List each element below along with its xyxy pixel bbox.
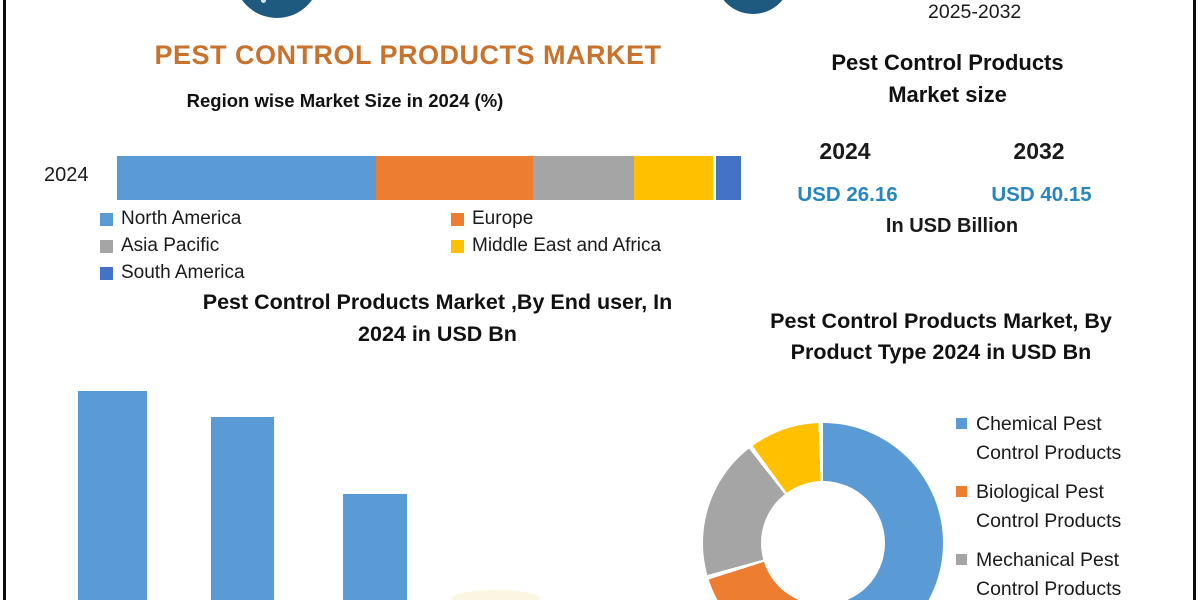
legend-marker-north-america-icon	[100, 212, 113, 226]
legend-marker-middle-east-africa-icon	[451, 239, 464, 253]
legend-item-south-america: South America	[100, 260, 451, 286]
end-user-chart-title-line1: Pest Control Products Market ,By End use…	[202, 290, 673, 314]
market-size-heading-line1: Pest Control Products	[831, 50, 1064, 75]
legend-label: Biological Pest Control Products	[976, 481, 1122, 532]
region-bar-segment-asia-pacific	[532, 156, 635, 200]
legend-label: Middle East and Africa	[472, 235, 662, 256]
logo-circle-left-icon	[234, 0, 320, 18]
logo-dot	[261, 0, 266, 3]
legend-marker-europe-icon	[451, 212, 464, 226]
frame-border-right	[1193, 0, 1196, 600]
legend-item-north-america: North America	[100, 206, 451, 232]
legend-marker-chemical-icon	[956, 418, 967, 429]
legend-item-chemical: Chemical Pest Control Products	[956, 410, 1166, 468]
legend-label: South America	[121, 262, 245, 283]
end-user-bar-2	[211, 417, 274, 600]
region-bar-segment-middle-east-and-africa	[634, 156, 713, 200]
legend-label: North America	[121, 208, 242, 229]
page-title: PEST CONTROL PRODUCTS MARKET	[154, 40, 662, 70]
market-size-value-end: USD 40.15	[991, 183, 1092, 206]
donut-hole	[761, 481, 885, 600]
market-size-heading-line2: Market size	[888, 82, 1007, 107]
product-type-chart-title: Pest Control Products Market, By Product…	[741, 306, 1141, 368]
end-user-bar-1	[78, 391, 147, 600]
market-size-unit-note: In USD Billion	[885, 215, 1019, 237]
product-type-chart-title-line2: Product Type 2024 in USD Bn	[790, 340, 1092, 364]
legend-item-mechanical: Mechanical Pest Control Products	[956, 546, 1166, 600]
legend-item-middle-east-africa: Middle East and Africa	[451, 233, 661, 259]
legend-marker-biological-icon	[956, 486, 967, 497]
region-bar-segment-europe	[376, 156, 533, 200]
end-user-chart-title: Pest Control Products Market ,By End use…	[175, 286, 700, 350]
market-size-value-start: USD 26.16	[797, 183, 898, 206]
end-user-chart-title-line2: 2024 in USD Bn	[358, 322, 517, 346]
legend-marker-south-america-icon	[100, 266, 113, 280]
product-type-chart-title-line1: Pest Control Products Market, By	[770, 309, 1112, 333]
legend-item-biological: Biological Pest Control Products	[956, 478, 1166, 536]
product-type-donut	[703, 423, 943, 600]
market-size-year-end: 2032	[1013, 138, 1065, 164]
region-bar-segment-south-america	[715, 156, 741, 200]
legend-marker-asia-pacific-icon	[100, 239, 113, 253]
forecast-period: 2025-2032	[928, 1, 1022, 23]
legend-marker-mechanical-icon	[956, 554, 967, 565]
logo-circle-right-icon	[715, 0, 791, 14]
region-bar-year-label: 2024	[44, 164, 89, 186]
region-bar-segment-north-america	[117, 156, 376, 200]
region-stacked-bar	[117, 156, 741, 200]
legend-label: Europe	[472, 208, 534, 229]
product-type-legend: Chemical Pest Control Products Biological…	[956, 410, 1166, 600]
region-legend: North America Europe Asia Pacific Middle…	[100, 206, 661, 286]
legend-label: Mechanical Pest Control Products	[976, 549, 1122, 600]
legend-item-europe: Europe	[451, 206, 661, 232]
frame-border-left	[3, 0, 6, 600]
market-size-heading: Pest Control Products Market size	[780, 47, 1115, 111]
region-chart-title: Region wise Market Size in 2024 (%)	[186, 90, 504, 111]
legend-label: Chemical Pest Control Products	[976, 413, 1122, 464]
legend-label: Asia Pacific	[121, 235, 220, 256]
end-user-bar-3	[343, 494, 407, 600]
cut-off-yellow-shape	[452, 590, 540, 600]
market-size-year-start: 2024	[819, 138, 871, 164]
legend-item-asia-pacific: Asia Pacific	[100, 233, 451, 259]
